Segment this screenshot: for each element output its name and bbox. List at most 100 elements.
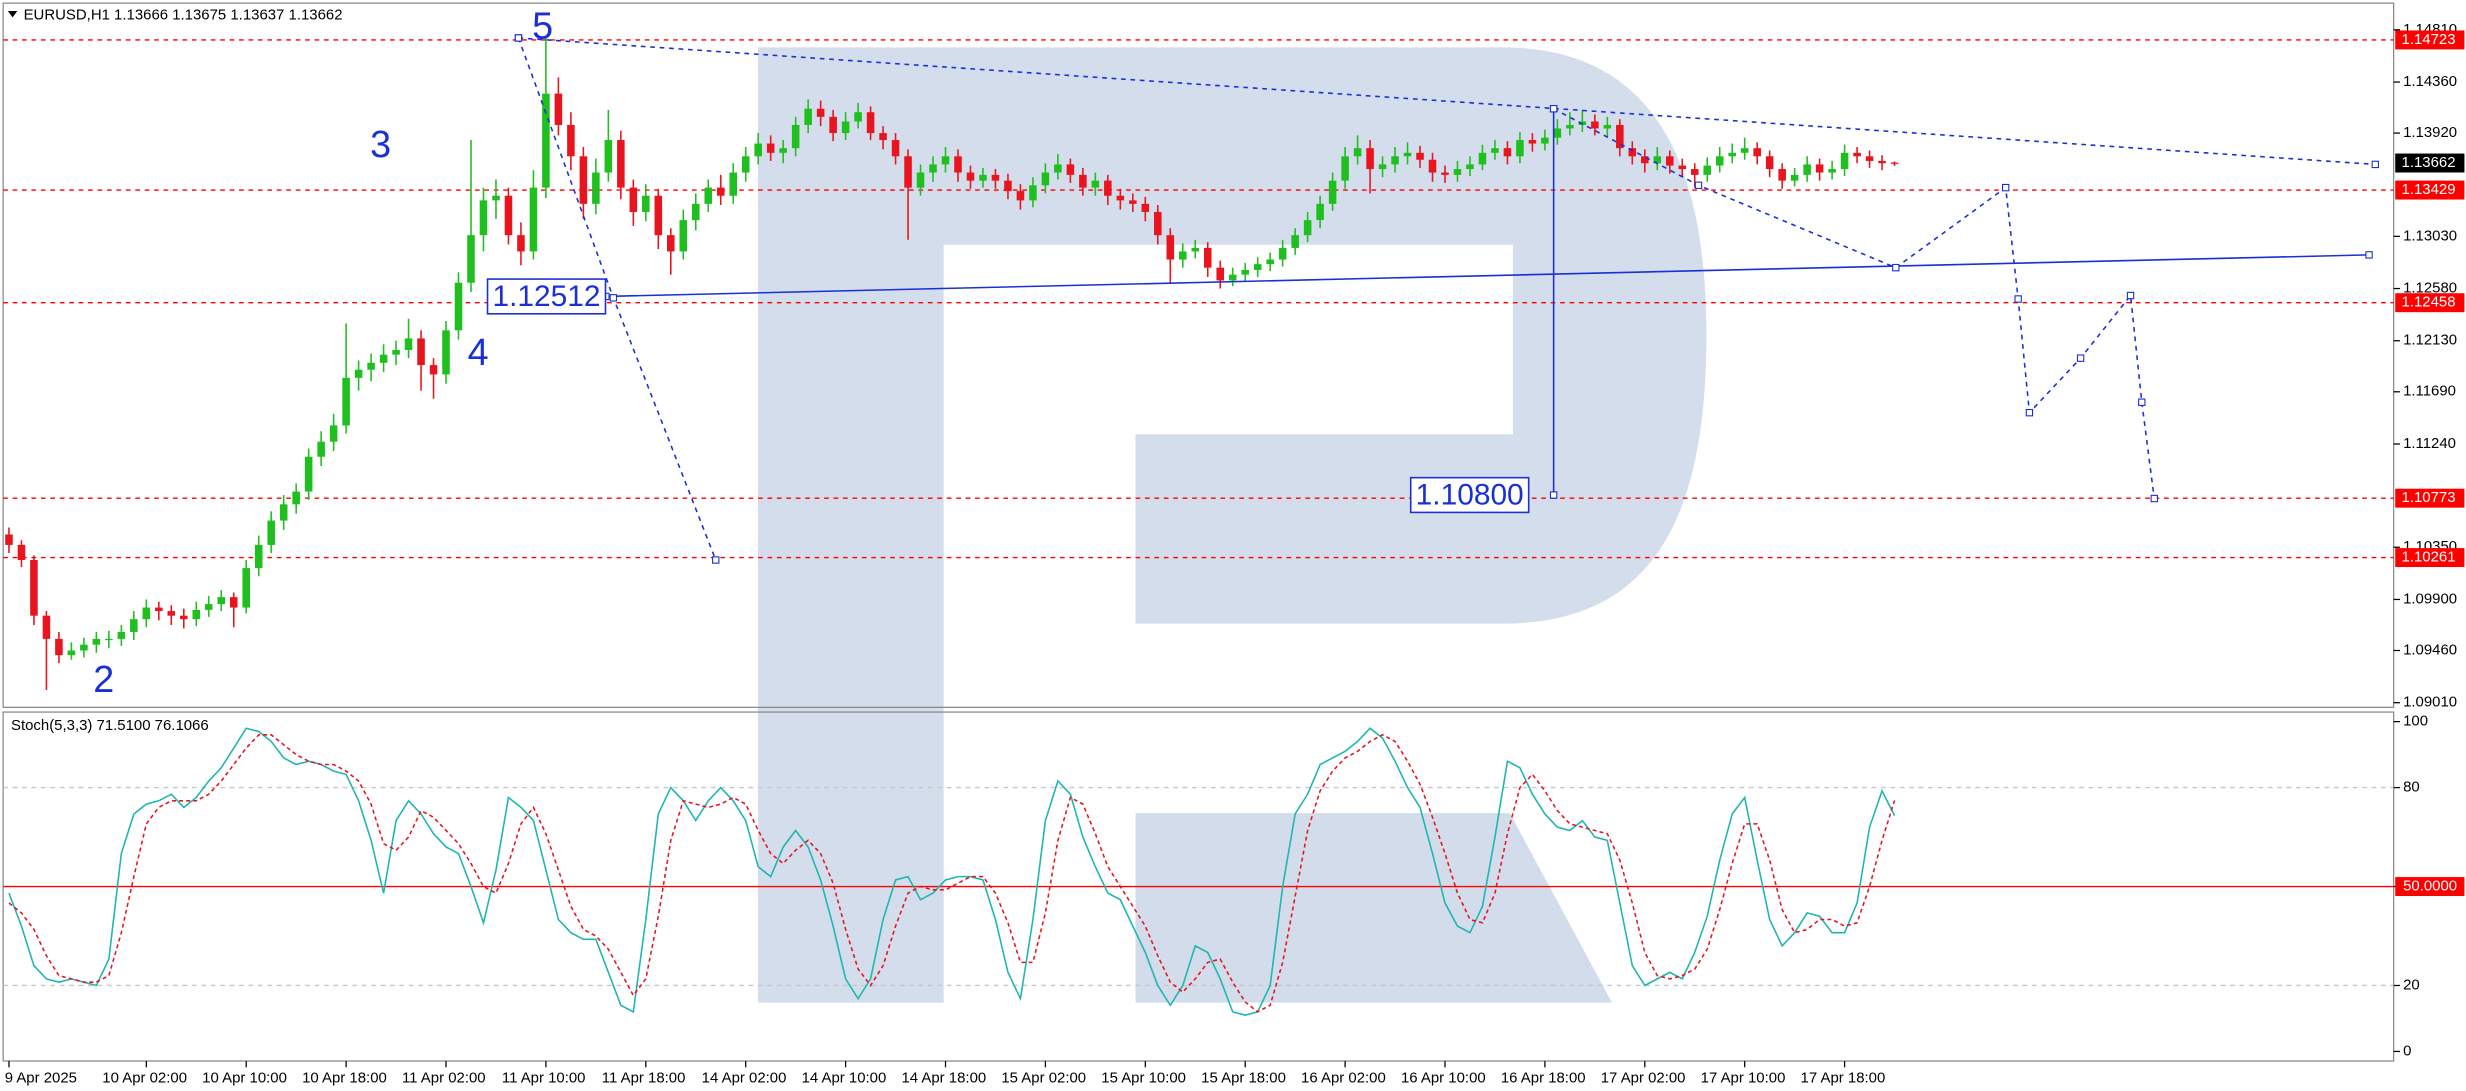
candle-body bbox=[829, 116, 837, 134]
y-tick-label: 1.13920 bbox=[2403, 124, 2457, 141]
y-tick-label: 1.14360 bbox=[2403, 73, 2457, 90]
candle-body bbox=[1378, 164, 1387, 170]
candle-body bbox=[1366, 148, 1374, 170]
price-label: 1.10800 bbox=[1416, 478, 1524, 511]
candle-body bbox=[1740, 148, 1749, 153]
drawing-line bbox=[518, 37, 2376, 166]
candle-body bbox=[367, 362, 375, 370]
candle-body bbox=[1116, 195, 1125, 201]
drawing-vertex bbox=[1549, 491, 1558, 499]
candle-body bbox=[804, 108, 812, 125]
x-tick-label: 17 Apr 10:00 bbox=[1701, 1069, 1786, 1086]
y-tick-label: 1.09900 bbox=[2403, 590, 2457, 607]
candle-body bbox=[1678, 165, 1687, 170]
candle-body bbox=[1416, 152, 1424, 160]
level-label: 1.12458 bbox=[2402, 294, 2456, 311]
candle-body bbox=[379, 354, 388, 363]
candle-body bbox=[204, 604, 213, 610]
candle-body bbox=[242, 568, 250, 608]
candle-body bbox=[1041, 172, 1050, 186]
candle-body bbox=[1765, 156, 1774, 170]
candle-body bbox=[1553, 128, 1562, 138]
drawing-line bbox=[1553, 108, 2156, 499]
candle-body bbox=[916, 172, 925, 188]
candle-body bbox=[729, 172, 738, 196]
candle-body bbox=[1790, 174, 1799, 181]
candle-body bbox=[229, 597, 238, 608]
candle-body bbox=[1216, 267, 1225, 281]
x-tick-label: 9 Apr 2025 bbox=[5, 1069, 77, 1086]
candle-body bbox=[642, 195, 650, 212]
drawing-vertex bbox=[2076, 354, 2085, 362]
drawing-vertex bbox=[1892, 263, 1900, 272]
price-panel-frame bbox=[2, 2, 2395, 708]
y-tick-label: 100 bbox=[2403, 713, 2428, 730]
x-tick-label: 16 Apr 10:00 bbox=[1401, 1069, 1486, 1086]
candle-body bbox=[517, 235, 525, 252]
candle-body bbox=[1728, 152, 1736, 157]
candle-body bbox=[1616, 124, 1624, 149]
candle-body bbox=[279, 504, 288, 521]
levels-layer bbox=[3, 29, 2400, 1068]
candle-body bbox=[1778, 169, 1786, 181]
candle-body bbox=[1653, 156, 1662, 164]
candle-body bbox=[130, 619, 138, 632]
drawing-vertex bbox=[514, 34, 523, 42]
candle-body bbox=[1466, 164, 1474, 170]
candle-body bbox=[479, 200, 488, 236]
candle-body bbox=[1828, 169, 1836, 173]
candle-body bbox=[329, 425, 338, 442]
level-box bbox=[2395, 30, 2465, 50]
candle-body bbox=[604, 140, 613, 173]
wave-label: 2 bbox=[93, 659, 114, 701]
level-label: 1.14723 bbox=[2402, 31, 2456, 48]
wave-label: 5 bbox=[532, 5, 553, 47]
level-box bbox=[2395, 548, 2465, 568]
candle-body bbox=[142, 607, 151, 620]
drawing-vertex bbox=[2001, 183, 2010, 192]
level-box bbox=[2395, 877, 2465, 897]
candle-body bbox=[766, 143, 775, 153]
candle-body bbox=[1591, 121, 1599, 129]
candle-body bbox=[454, 282, 463, 331]
x-tick-label: 10 Apr 18:00 bbox=[302, 1069, 387, 1086]
candle-body bbox=[1191, 247, 1200, 252]
candle-body bbox=[1603, 124, 1612, 129]
x-tick-label: 14 Apr 02:00 bbox=[702, 1069, 787, 1086]
watermark-p bbox=[758, 47, 1707, 1003]
candle-body bbox=[1803, 164, 1811, 175]
candle-body bbox=[667, 235, 675, 252]
candle-body bbox=[492, 195, 500, 201]
candle-body bbox=[1253, 264, 1262, 270]
candle-body bbox=[442, 330, 450, 375]
x-tick-label: 11 Apr 18:00 bbox=[602, 1069, 686, 1086]
drawing-vertex bbox=[1694, 181, 1703, 190]
candle-body bbox=[1715, 156, 1724, 166]
x-tick-label: 17 Apr 02:00 bbox=[1601, 1069, 1686, 1086]
candle-body bbox=[1441, 172, 1449, 175]
drawing-vertex bbox=[2150, 494, 2158, 503]
wave-label: 4 bbox=[468, 332, 489, 374]
candle-body bbox=[1428, 159, 1437, 173]
drawing-line bbox=[605, 254, 2370, 298]
candle-body bbox=[30, 560, 38, 616]
drawing-vertex bbox=[712, 556, 720, 564]
y-tick-label: 1.12130 bbox=[2403, 332, 2457, 349]
candle-body bbox=[304, 456, 313, 492]
candle-body bbox=[467, 235, 475, 283]
candle-body bbox=[167, 611, 176, 616]
candle-body bbox=[791, 124, 800, 149]
candle-body bbox=[1541, 137, 1549, 144]
level-box bbox=[2395, 488, 2465, 508]
candle-body bbox=[105, 638, 113, 641]
candle-body bbox=[1241, 269, 1249, 275]
candle-body bbox=[567, 124, 575, 157]
candle-body bbox=[1166, 235, 1175, 260]
menu-arrow[interactable] bbox=[7, 11, 18, 18]
drawing-vertex bbox=[1549, 105, 1558, 113]
drawing-vertex bbox=[2138, 398, 2146, 406]
level-label: 1.10261 bbox=[2402, 549, 2456, 566]
candle-body bbox=[1353, 148, 1362, 157]
candle-body bbox=[92, 638, 101, 645]
candle-body bbox=[504, 195, 513, 236]
